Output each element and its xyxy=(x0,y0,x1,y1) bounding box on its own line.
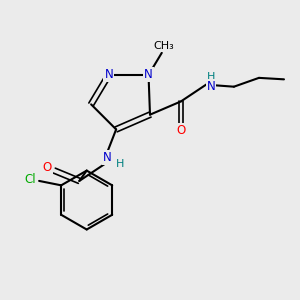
Text: O: O xyxy=(42,161,52,174)
Text: N: N xyxy=(104,68,113,81)
Text: Cl: Cl xyxy=(25,173,36,186)
Text: N: N xyxy=(144,68,153,81)
Text: H: H xyxy=(207,72,215,82)
Text: N: N xyxy=(207,80,215,93)
Text: N: N xyxy=(103,151,112,164)
Text: H: H xyxy=(116,159,125,169)
Text: O: O xyxy=(176,124,185,137)
Text: CH₃: CH₃ xyxy=(153,41,174,51)
